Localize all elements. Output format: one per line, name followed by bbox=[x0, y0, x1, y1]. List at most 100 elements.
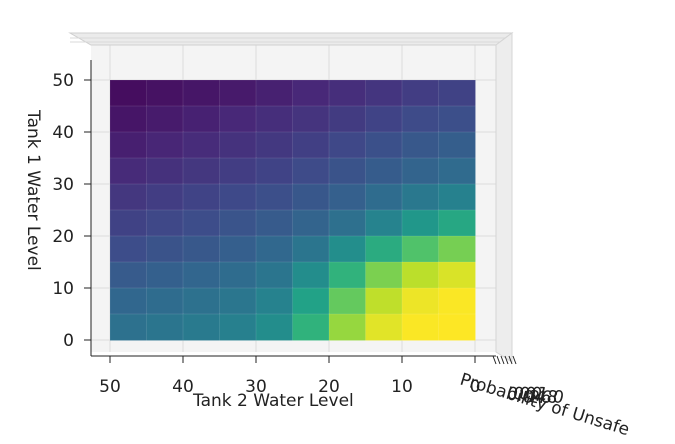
z-axis-title: Probability of Unsafe bbox=[458, 370, 632, 441]
surface bbox=[109, 79, 476, 341]
surface-patch bbox=[109, 287, 148, 315]
surface-patch bbox=[146, 79, 184, 107]
surface-patch bbox=[182, 105, 221, 133]
surface-patch bbox=[401, 209, 440, 237]
surface-patch bbox=[401, 313, 440, 341]
surface-patch bbox=[109, 157, 148, 185]
surface-patch bbox=[109, 209, 148, 237]
z-tick-mark bbox=[492, 355, 497, 365]
z-axis-ticks: 0.00.20.40.60.81.0 bbox=[492, 355, 566, 409]
z-tick-mark bbox=[504, 355, 509, 365]
surface-patch bbox=[146, 261, 184, 289]
y-axis-title: Tank 1 Water Level bbox=[23, 109, 43, 271]
surface-patch bbox=[292, 287, 330, 315]
z-tick-mark bbox=[500, 355, 505, 365]
y-tick-label: 0 bbox=[63, 331, 74, 351]
surface-patch bbox=[182, 235, 221, 263]
surface-patch bbox=[401, 183, 440, 211]
axis-spines bbox=[90, 60, 496, 357]
surface-patch bbox=[219, 79, 257, 107]
surface-patch bbox=[438, 235, 476, 263]
surface-patch bbox=[365, 287, 403, 315]
surface-patch bbox=[146, 183, 184, 211]
surface-patch bbox=[328, 131, 367, 159]
surface-patch bbox=[438, 157, 476, 185]
x-tick-label: 30 bbox=[245, 377, 267, 397]
surface-patch bbox=[401, 79, 440, 107]
surface-patch bbox=[146, 235, 184, 263]
surface-patch bbox=[255, 183, 294, 211]
surface-patch bbox=[438, 79, 476, 107]
surface-patch bbox=[146, 313, 184, 341]
surface-patch bbox=[438, 313, 476, 341]
x-axis-ticks: 50 40 30 20 10 0 bbox=[99, 356, 480, 397]
right-pane bbox=[495, 32, 513, 363]
surface-patch bbox=[438, 261, 476, 289]
y-axis-ticks: 0 10 20 30 40 50 bbox=[52, 71, 91, 351]
surface-patch bbox=[328, 157, 367, 185]
surface-patch bbox=[219, 235, 257, 263]
surface-patch bbox=[182, 157, 221, 185]
surface-patch bbox=[182, 183, 221, 211]
surface-patch bbox=[109, 261, 148, 289]
surface-patch bbox=[255, 209, 294, 237]
surface-patch bbox=[182, 313, 221, 341]
surface-patch bbox=[109, 183, 148, 211]
surface-patch bbox=[255, 313, 294, 341]
surface-patch bbox=[292, 183, 330, 211]
x-tick-label: 40 bbox=[172, 377, 194, 397]
surface-patch bbox=[292, 105, 330, 133]
x-tick-label: 0 bbox=[470, 377, 481, 397]
surface-patch bbox=[328, 287, 367, 315]
surface-patch bbox=[146, 157, 184, 185]
surface-patch bbox=[401, 105, 440, 133]
surface-patch bbox=[438, 287, 476, 315]
surface-patch bbox=[219, 105, 257, 133]
surface-patch bbox=[255, 287, 294, 315]
surface-patch bbox=[109, 105, 148, 133]
surface-patch bbox=[401, 157, 440, 185]
y-tick-label: 30 bbox=[52, 175, 74, 195]
z-tick-mark bbox=[508, 355, 513, 365]
surface-patch bbox=[255, 235, 294, 263]
surface-patch bbox=[255, 79, 294, 107]
surface-patch bbox=[219, 287, 257, 315]
surface-patch bbox=[219, 209, 257, 237]
x-tick-label: 10 bbox=[391, 377, 413, 397]
surface-patch bbox=[292, 131, 330, 159]
surface-patch bbox=[219, 131, 257, 159]
surface-patch bbox=[401, 287, 440, 315]
surface-patch bbox=[146, 105, 184, 133]
surface-patch bbox=[365, 183, 403, 211]
surface-patch bbox=[328, 79, 367, 107]
surface-patch bbox=[292, 157, 330, 185]
surface-patch bbox=[219, 313, 257, 341]
surface-patch bbox=[292, 313, 330, 341]
surface-patch bbox=[182, 261, 221, 289]
surface-patch bbox=[146, 209, 184, 237]
surface-patch bbox=[109, 131, 148, 159]
x-tick-label: 20 bbox=[318, 377, 340, 397]
surface-patch bbox=[109, 79, 148, 107]
surface-patch bbox=[438, 209, 476, 237]
surface-patch bbox=[365, 79, 403, 107]
surface-patch bbox=[365, 157, 403, 185]
surface-patch bbox=[255, 105, 294, 133]
x-tick-label: 50 bbox=[99, 377, 121, 397]
y-tick-label: 10 bbox=[52, 279, 74, 299]
surface-patch bbox=[401, 261, 440, 289]
surface-patch bbox=[328, 261, 367, 289]
y-tick-label: 20 bbox=[52, 227, 74, 247]
surface-patch bbox=[365, 313, 403, 341]
surface-patch bbox=[255, 261, 294, 289]
surface-patch bbox=[219, 157, 257, 185]
surface-patch bbox=[365, 209, 403, 237]
surface-patch bbox=[365, 235, 403, 263]
surface-patch bbox=[401, 131, 440, 159]
surface-patch bbox=[109, 235, 148, 263]
surface-patch bbox=[401, 235, 440, 263]
z-tick-mark bbox=[496, 355, 501, 365]
surface-patch bbox=[182, 79, 221, 107]
surface-patch bbox=[109, 313, 148, 341]
